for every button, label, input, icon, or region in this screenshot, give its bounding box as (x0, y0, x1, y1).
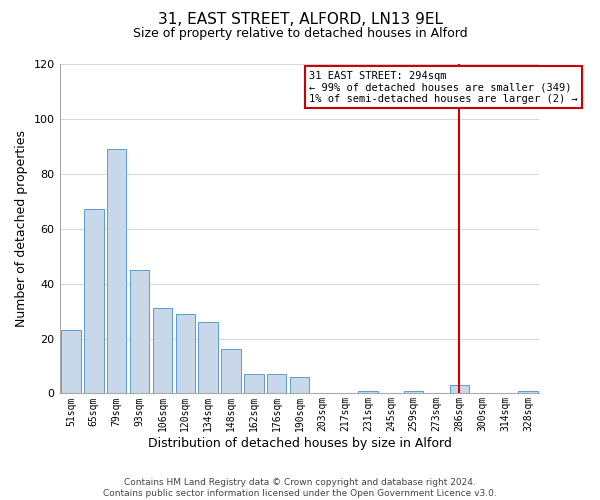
X-axis label: Distribution of detached houses by size in Alford: Distribution of detached houses by size … (148, 437, 451, 450)
Bar (221, 350, 241, 394)
Bar (244, 374, 263, 394)
Bar (199, 322, 218, 394)
Bar (152, 308, 172, 394)
Bar (358, 390, 378, 394)
Text: Size of property relative to detached houses in Alford: Size of property relative to detached ho… (133, 28, 467, 40)
Bar (267, 374, 286, 394)
Y-axis label: Number of detached properties: Number of detached properties (15, 130, 28, 327)
Text: 31, EAST STREET, ALFORD, LN13 9EL: 31, EAST STREET, ALFORD, LN13 9EL (157, 12, 443, 28)
Bar (404, 390, 424, 394)
Text: Contains HM Land Registry data © Crown copyright and database right 2024.
Contai: Contains HM Land Registry data © Crown c… (103, 478, 497, 498)
Bar (450, 385, 469, 394)
Bar (61, 330, 80, 394)
Bar (84, 210, 104, 394)
Bar (130, 270, 149, 394)
Bar (176, 314, 195, 394)
Bar (290, 377, 309, 394)
Bar (107, 149, 127, 394)
Text: 31 EAST STREET: 294sqm
← 99% of detached houses are smaller (349)
1% of semi-det: 31 EAST STREET: 294sqm ← 99% of detached… (309, 70, 578, 104)
Bar (518, 390, 538, 394)
